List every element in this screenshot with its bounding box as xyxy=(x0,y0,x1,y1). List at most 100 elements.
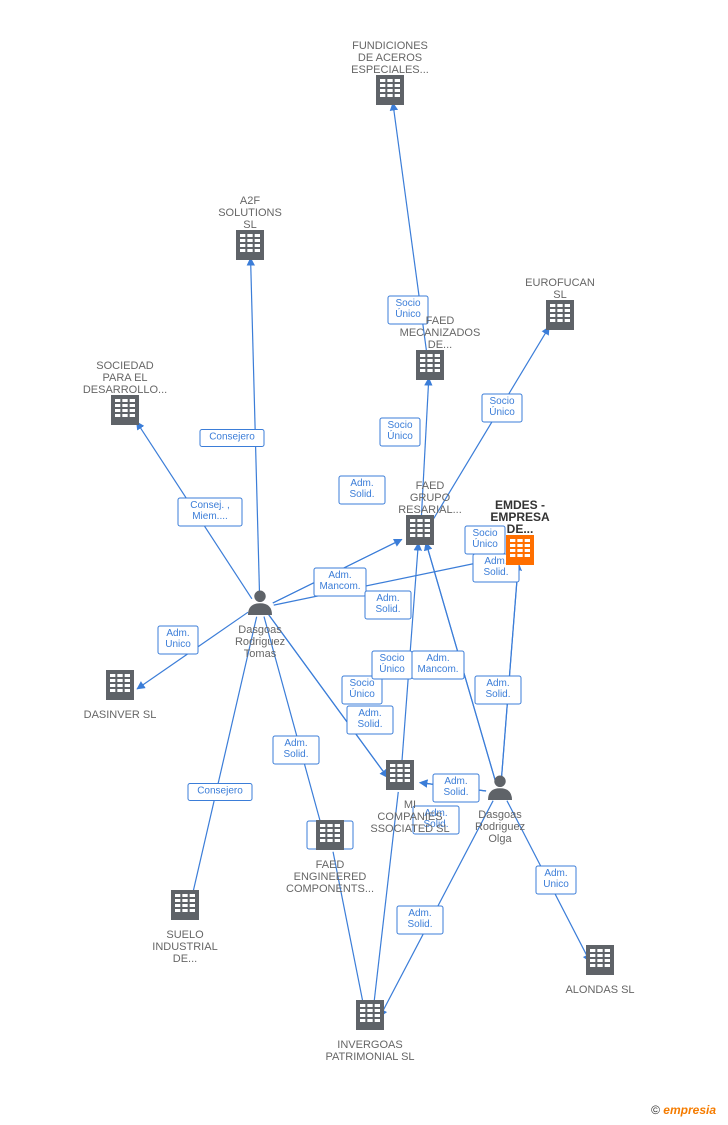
svg-text:Único: Único xyxy=(395,307,421,320)
node-label: SL xyxy=(243,219,256,231)
node-label: FUNDICIONES xyxy=(352,40,428,52)
node-sociedad[interactable]: SOCIEDADPARA ELDESARROLLO... xyxy=(83,360,167,425)
svg-text:Adm.: Adm. xyxy=(444,776,467,787)
node-label: Rodriguez xyxy=(475,821,525,833)
edge-label: Adm.Solid. xyxy=(273,736,319,764)
edge-label: Adm.Mancom. xyxy=(412,651,464,679)
node-label: DE ACEROS xyxy=(358,52,422,64)
svg-text:Solid.: Solid. xyxy=(483,567,508,578)
node-a2f[interactable]: A2FSOLUTIONSSL xyxy=(218,195,282,260)
copyright-footer: © empresia xyxy=(651,1103,716,1117)
edge-label: SocioÚnico xyxy=(465,526,505,554)
svg-text:Unico: Unico xyxy=(165,639,191,650)
svg-text:Adm.: Adm. xyxy=(426,653,449,664)
node-label: MI xyxy=(404,799,416,811)
edge-label: SocioÚnico xyxy=(372,651,412,679)
node-olga[interactable]: DasgoasRodriguezOlga xyxy=(475,776,525,845)
node-label: DE... xyxy=(173,953,197,965)
svg-text:Adm.: Adm. xyxy=(484,556,507,567)
node-label: SUELO xyxy=(166,929,204,941)
svg-text:Mancom.: Mancom. xyxy=(319,581,360,592)
svg-text:Solid.: Solid. xyxy=(407,919,432,930)
svg-text:Único: Único xyxy=(387,429,413,442)
edge-label: SocioÚnico xyxy=(388,296,428,324)
node-label: SOLUTIONS xyxy=(218,207,282,219)
edge-label: Consejero xyxy=(188,784,252,801)
edge-label: Adm.Solid. xyxy=(397,906,443,934)
svg-text:Socio: Socio xyxy=(379,653,404,664)
node-label: A2F xyxy=(240,195,260,207)
node-suelo[interactable]: SUELOINDUSTRIALDE... xyxy=(152,890,217,965)
edge xyxy=(251,258,260,597)
node-label: DASINVER SL xyxy=(84,709,157,721)
edge-label: Consejero xyxy=(200,430,264,447)
svg-text:Único: Único xyxy=(379,662,405,675)
edge xyxy=(501,563,518,782)
svg-text:Adm.: Adm. xyxy=(358,708,381,719)
node-faed_mecan[interactable]: FAEDMECANIZADOSDE... xyxy=(400,315,481,380)
svg-text:Único: Único xyxy=(349,687,375,700)
svg-text:Adm.: Adm. xyxy=(544,868,567,879)
svg-text:Mancom.: Mancom. xyxy=(417,664,458,675)
node-label: DE... xyxy=(507,522,534,536)
svg-text:Miem....: Miem.... xyxy=(192,511,228,522)
edge-label: Adm.Solid. xyxy=(475,676,521,704)
copyright-symbol: © xyxy=(651,1103,660,1117)
edge-label: SocioÚnico xyxy=(380,418,420,446)
node-alondas[interactable]: ALONDAS SL xyxy=(565,945,634,996)
edge-label: Adm.Solid. xyxy=(433,774,479,802)
svg-text:Adm.: Adm. xyxy=(486,678,509,689)
node-invergoas[interactable]: INVERGOASPATRIMONIAL SL xyxy=(325,1000,414,1063)
svg-text:Socio: Socio xyxy=(349,678,374,689)
edge-label: Adm.Unico xyxy=(158,626,198,654)
svg-text:Adm.: Adm. xyxy=(350,478,373,489)
svg-text:Solid.: Solid. xyxy=(349,489,374,500)
node-label: FAED xyxy=(416,480,445,492)
edge-label: Adm.Solid. xyxy=(365,591,411,619)
node-fundiciones[interactable]: FUNDICIONESDE ACEROSESPECIALES... xyxy=(351,40,429,105)
node-label: DESARROLLO... xyxy=(83,384,167,396)
svg-text:Adm.: Adm. xyxy=(376,593,399,604)
node-eurofucan[interactable]: EUROFUCANSL xyxy=(525,277,595,330)
svg-text:Solid.: Solid. xyxy=(443,787,468,798)
svg-text:Adm.: Adm. xyxy=(166,628,189,639)
node-label: GRUPO xyxy=(410,492,451,504)
svg-text:Unico: Unico xyxy=(543,879,569,890)
svg-text:Único: Único xyxy=(489,405,515,418)
node-label: Rodriguez xyxy=(235,636,285,648)
edge-label: Adm.Solid. xyxy=(339,476,385,504)
node-label: SSOCIATED SL xyxy=(370,823,449,835)
node-faed_grupo[interactable]: FAEDGRUPORESARIAL... xyxy=(398,480,462,545)
node-label: COMPANIES xyxy=(377,811,442,823)
node-label: ALONDAS SL xyxy=(565,984,634,996)
svg-text:Socio: Socio xyxy=(387,420,412,431)
svg-text:Socio: Socio xyxy=(489,396,514,407)
node-label: EUROFUCAN xyxy=(525,277,595,289)
node-label: PARA EL xyxy=(102,372,147,384)
svg-text:Adm.: Adm. xyxy=(284,738,307,749)
svg-text:Consej. ,: Consej. , xyxy=(190,500,229,511)
edge-label-layer: SocioÚnicoSocioÚnicoSocioÚnicoConsejeroC… xyxy=(158,296,576,934)
svg-text:Adm.: Adm. xyxy=(408,908,431,919)
svg-text:Único: Único xyxy=(472,537,498,550)
network-diagram: SocioÚnicoSocioÚnicoSocioÚnicoConsejeroC… xyxy=(0,0,728,1125)
node-label: SL xyxy=(553,289,566,301)
node-faed_eng[interactable]: FAEDENGINEEREDCOMPONENTS... xyxy=(286,820,374,895)
node-label: SOCIEDAD xyxy=(96,360,154,372)
svg-text:Socio: Socio xyxy=(395,298,420,309)
edge-label: SocioÚnico xyxy=(482,394,522,422)
edge-label: SocioÚnico xyxy=(342,676,382,704)
svg-text:Solid.: Solid. xyxy=(375,604,400,615)
svg-text:Solid.: Solid. xyxy=(485,689,510,700)
edge-label: Consej. ,Miem.... xyxy=(178,498,242,526)
node-dasinver[interactable]: DASINVER SL xyxy=(84,670,157,721)
node-label: INDUSTRIAL xyxy=(152,941,217,953)
node-label: ESPECIALES... xyxy=(351,64,429,76)
node-label: FAED xyxy=(426,315,455,327)
svg-text:Socio: Socio xyxy=(472,528,497,539)
node-label: DE... xyxy=(428,339,452,351)
node-label: Dasgoas xyxy=(478,809,522,821)
node-label: PATRIMONIAL SL xyxy=(325,1051,414,1063)
brand-name: empresia xyxy=(663,1103,716,1117)
edge xyxy=(190,617,257,906)
